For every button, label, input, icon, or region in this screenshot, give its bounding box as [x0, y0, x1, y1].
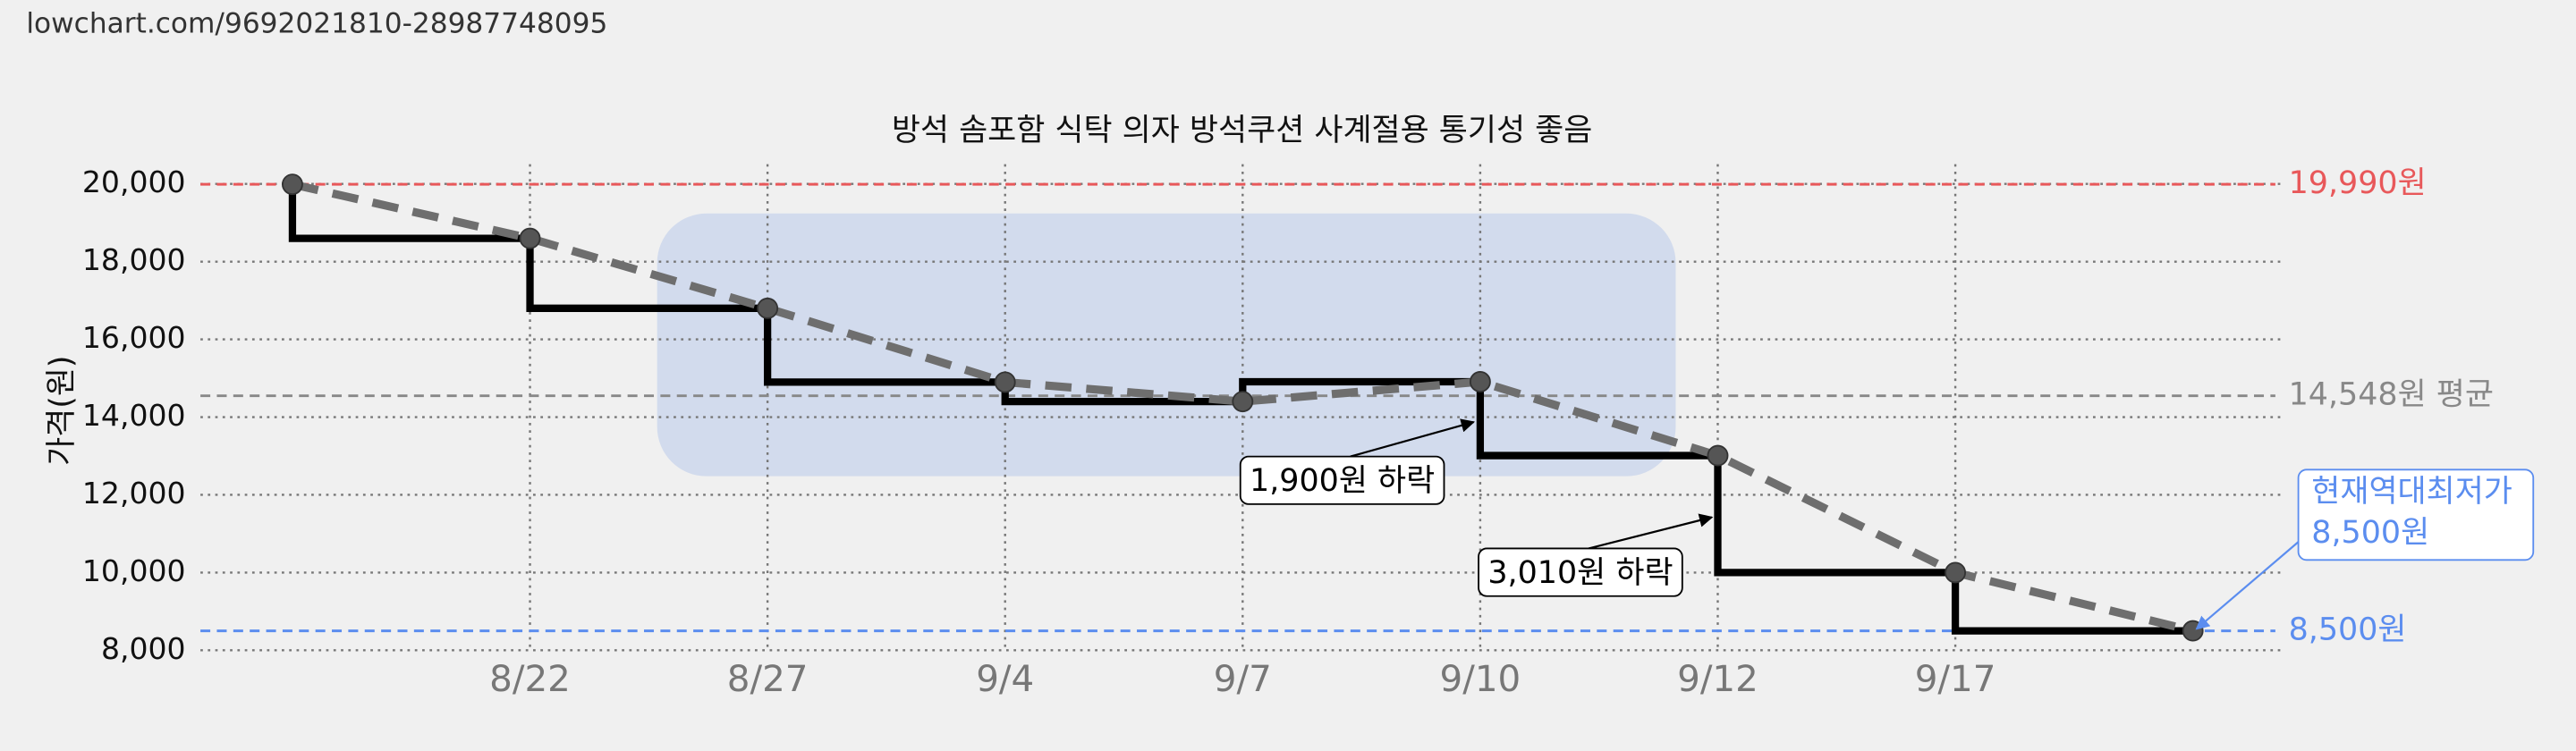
point: [757, 297, 779, 319]
y-tick-label: 18,000: [82, 242, 186, 277]
y-tick-label: 16,000: [82, 320, 186, 355]
annotation-text: 1,900원 하락: [1250, 463, 1435, 499]
chart-title: 방석 솜포함 식탁 의자 방석쿠션 사계절용 통기성 좋음: [892, 113, 1592, 148]
point: [1232, 391, 1254, 413]
x-tick-label: 9/17: [1915, 657, 1996, 700]
annotation-box: [1478, 547, 1683, 597]
point: [1707, 444, 1729, 467]
y-tick-label: 14,000: [82, 398, 186, 433]
y-tick-label: 20,000: [82, 165, 186, 199]
point: [282, 173, 303, 196]
annotation-arrow: [1350, 418, 1476, 458]
annotation-arrow: [1588, 513, 1714, 550]
reference-label: 14,548원 평균: [2289, 377, 2494, 413]
x-tick-label: 9/4: [976, 657, 1034, 700]
annotation-arrow: [2195, 541, 2300, 630]
annotation-text: 8,500원: [2311, 515, 2429, 551]
annotation-text: 현재역대최저가: [2311, 474, 2512, 510]
y-tick-label: 10,000: [82, 553, 186, 588]
annotation-box: [2297, 468, 2535, 561]
watermark: [657, 213, 1676, 477]
x-tick-label: 9/7: [1214, 657, 1272, 700]
x-tick-label: 8/27: [727, 657, 809, 700]
annotation-text: 3,010원 하락: [1487, 555, 1673, 591]
reference-label: 19,990원: [2289, 165, 2427, 201]
x-tick-label: 9/10: [1440, 657, 1521, 700]
url: lowchart.com/9692021810-28987748095: [26, 8, 607, 40]
annotation-box: [1239, 455, 1445, 505]
y-tick-label: 12,000: [82, 476, 186, 511]
reference-label: 8,500원: [2289, 612, 2407, 648]
point: [519, 227, 541, 249]
point: [994, 371, 1016, 393]
y-tick-label: 8,000: [101, 631, 186, 666]
y-axis-label: 가격(원): [44, 355, 80, 465]
point: [2182, 620, 2204, 642]
point: [1945, 561, 1967, 584]
x-tick-label: 8/22: [489, 657, 571, 700]
point: [1469, 371, 1491, 392]
x-tick-label: 9/12: [1677, 657, 1758, 700]
